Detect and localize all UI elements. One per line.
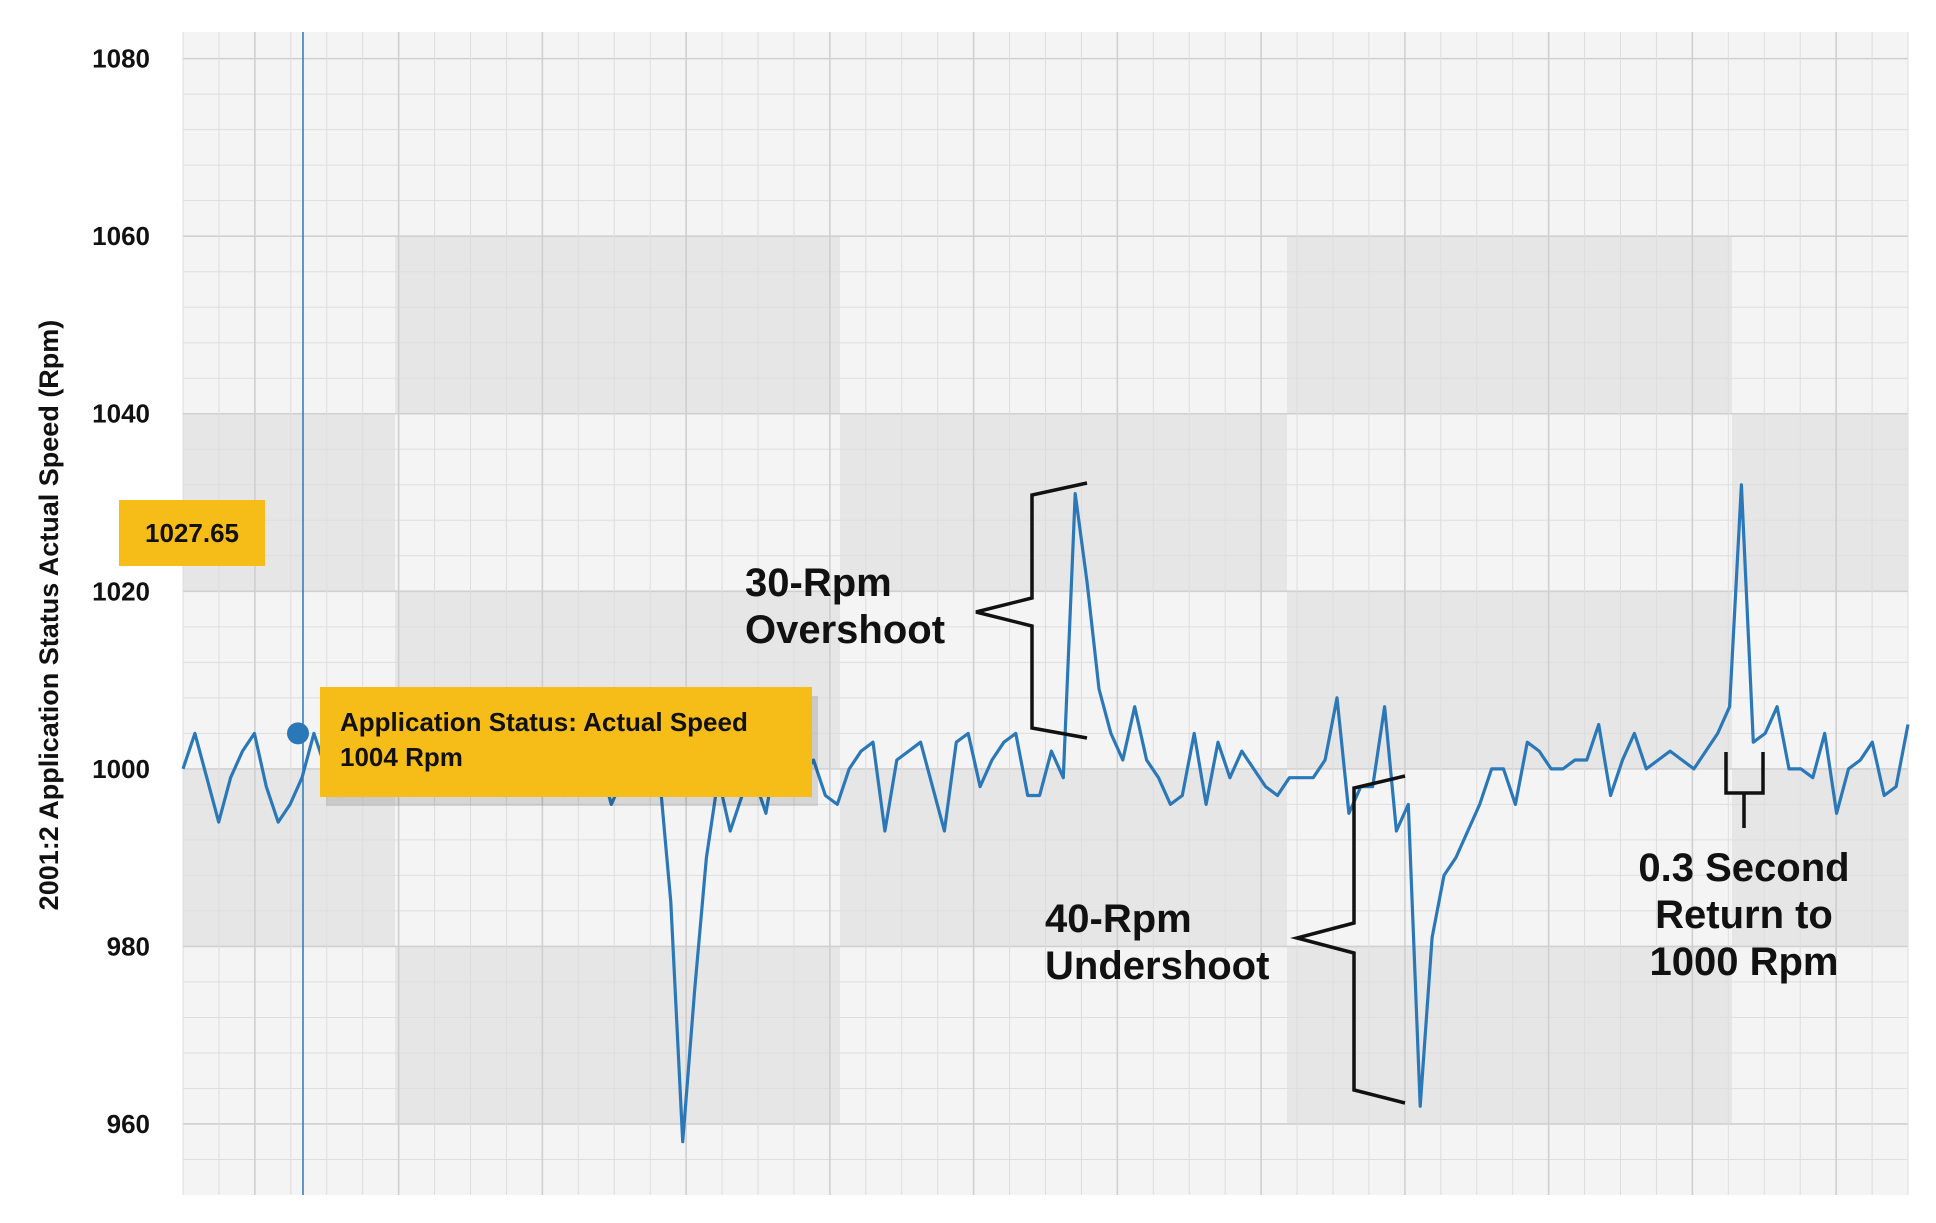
overshoot-annotation: 30-Rpm Overshoot <box>745 481 1088 740</box>
shaded-bands <box>183 236 1908 1124</box>
undershoot-annotation: 40-Rpm Undershoot <box>1045 774 1406 1105</box>
tooltip-line-1: Application Status: Actual Speed <box>340 707 748 737</box>
undershoot-brace <box>1290 774 1406 1105</box>
undershoot-label-1: 40-Rpm <box>1045 897 1192 941</box>
y-tick-1000: 1000 <box>92 754 150 784</box>
shaded-band-11 <box>1732 768 1908 947</box>
y-tick-1060: 1060 <box>92 221 150 251</box>
y-axis-title: 2001:2 Application Status Actual Speed (… <box>34 320 64 911</box>
overshoot-label-2: Overshoot <box>745 608 945 652</box>
overshoot-brace <box>975 481 1088 740</box>
return-annotation: 0.3 Second Return to 1000 Rpm <box>1638 752 1850 984</box>
y-tick-960: 960 <box>107 1109 150 1139</box>
y-tick-1020: 1020 <box>92 576 150 606</box>
tooltip-line-2: 1004 Rpm <box>340 742 463 772</box>
cursor-value-box: 1027.65 <box>119 500 265 566</box>
return-label-3: 1000 Rpm <box>1650 940 1839 984</box>
shaded-band-5 <box>1287 946 1732 1124</box>
overshoot-label-1: 30-Rpm <box>745 561 892 605</box>
undershoot-label-2: Undershoot <box>1045 944 1269 988</box>
return-bracket <box>1724 752 1765 828</box>
shaded-band-3 <box>1287 591 1732 769</box>
cursor-value-label: 1027.65 <box>145 518 239 548</box>
return-label-2: Return to <box>1655 893 1833 937</box>
shaded-band-10 <box>840 768 1287 947</box>
cursor-point[interactable] <box>287 722 309 745</box>
y-tick-1080: 1080 <box>92 44 150 74</box>
y-tick-labels: 1080 1060 1040 1020 1000 980 960 <box>92 44 150 1139</box>
shaded-band-4 <box>395 946 840 1124</box>
cursor-tooltip: Application Status: Actual Speed 1004 Rp… <box>320 687 818 806</box>
shaded-band-0 <box>395 236 840 414</box>
shaded-band-8 <box>1732 413 1908 592</box>
shaded-band-1 <box>1287 236 1732 414</box>
y-tick-1040: 1040 <box>92 399 150 429</box>
return-label-1: 0.3 Second <box>1638 846 1849 890</box>
shaded-band-9 <box>183 768 395 947</box>
shaded-band-7 <box>840 413 1287 592</box>
y-tick-980: 980 <box>107 931 150 961</box>
